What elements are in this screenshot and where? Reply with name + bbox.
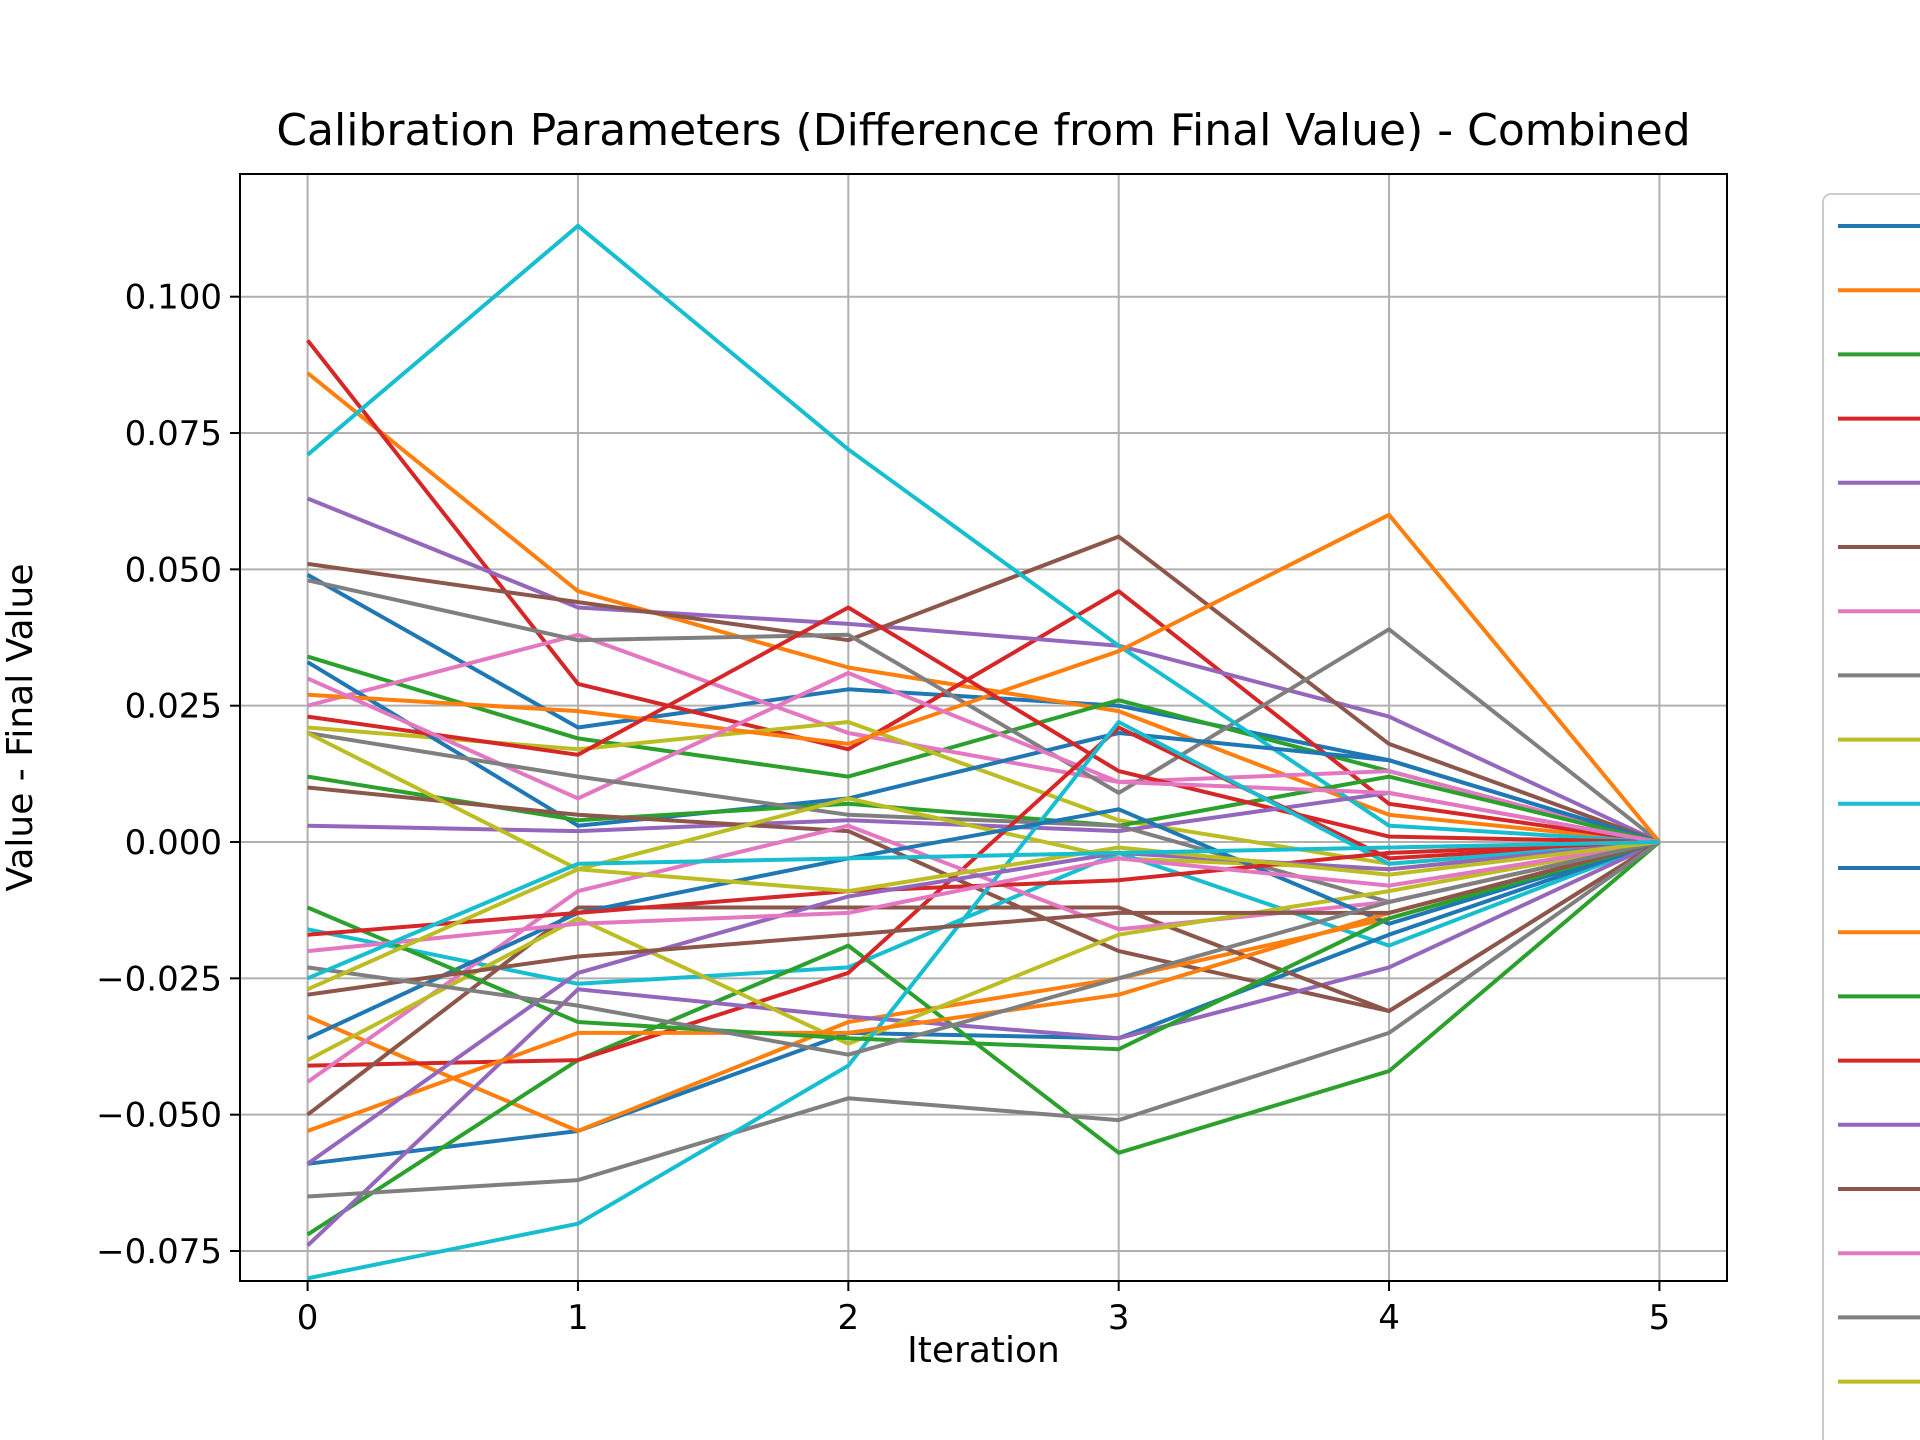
y-tick-label-4: 0.025 xyxy=(125,687,222,727)
x-tick-label-4: 4 xyxy=(1378,1298,1400,1338)
x-tick-label-0: 0 xyxy=(297,1298,319,1338)
x-axis-label: Iteration xyxy=(907,1330,1060,1371)
series-line-35 xyxy=(307,840,1660,997)
series-line-10 xyxy=(306,660,1660,844)
y-tick-label-7: 0.100 xyxy=(125,278,222,318)
y-tick-label-5: 0.050 xyxy=(125,550,222,590)
series-line-34 xyxy=(306,840,1660,1166)
series-line-36 xyxy=(307,840,1660,954)
series-line-37 xyxy=(307,840,1660,1057)
series-line-9 xyxy=(306,223,1660,844)
y-tick-label-6: 0.075 xyxy=(125,414,222,454)
x-tick-label-3: 3 xyxy=(1108,1298,1130,1338)
x-tick-label-2: 2 xyxy=(837,1298,859,1338)
plot-frame xyxy=(239,173,1728,1282)
series-line-24 xyxy=(306,840,1661,1248)
series-line-12 xyxy=(307,774,1660,844)
series-line-5 xyxy=(307,534,1661,844)
y-tick-label-3: 0.000 xyxy=(125,823,222,863)
series-line-20 xyxy=(307,840,1661,1166)
legend xyxy=(1822,193,1920,1440)
x-axis-ticks: 0 1 2 3 4 5 xyxy=(297,1281,1670,1338)
series-line-7 xyxy=(307,578,1661,844)
series-line-29 xyxy=(307,720,1660,1281)
series-line-4 xyxy=(306,496,1661,844)
series-line-30 xyxy=(306,807,1660,1041)
series-line-6 xyxy=(307,632,1660,844)
series-line-13 xyxy=(307,605,1660,844)
y-tick-label-2: −0.025 xyxy=(96,959,222,999)
series-line-22 xyxy=(306,840,1661,1237)
series-lines xyxy=(306,223,1661,1281)
y-axis-label: Value - Final Value xyxy=(0,563,41,891)
y-axis-ticks: −0.075 −0.050 −0.025 0.000 0.025 0.050 0.075 0.… xyxy=(96,278,240,1272)
series-line-39 xyxy=(306,840,1660,981)
x-tick-label-5: 5 xyxy=(1649,1298,1671,1338)
series-line-28 xyxy=(306,840,1660,1062)
series-line-23 xyxy=(307,725,1660,1068)
legend-box xyxy=(1822,193,1920,1440)
x-tick-label-1: 1 xyxy=(567,1298,589,1338)
series-line-27 xyxy=(307,840,1661,1199)
series-line-3 xyxy=(306,339,1660,844)
y-tick-label-0: −0.075 xyxy=(96,1232,222,1272)
series-line-11 xyxy=(307,512,1661,844)
y-tick-label-1: −0.050 xyxy=(96,1096,222,1136)
chart-title: Calibration Parameters (Difference from … xyxy=(276,105,1690,156)
series-line-19 xyxy=(307,840,1661,986)
series-line-16 xyxy=(306,671,1660,844)
series-line-38 xyxy=(306,840,1660,992)
